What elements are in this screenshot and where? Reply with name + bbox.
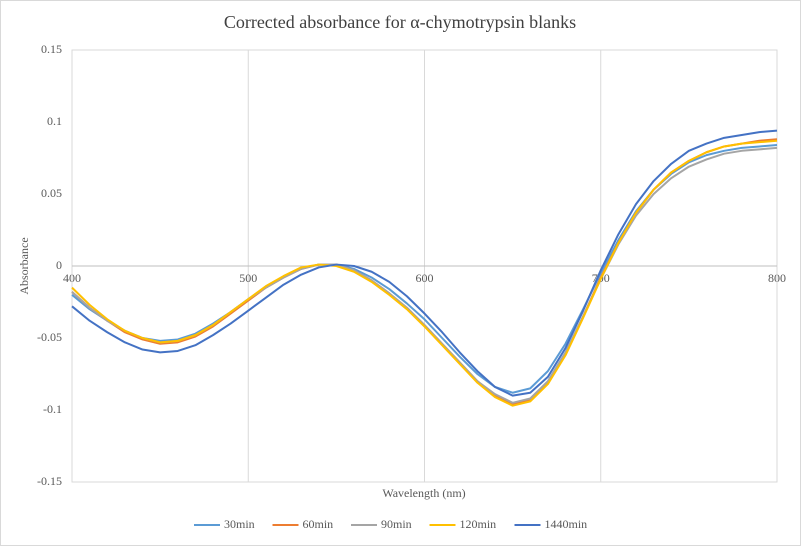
chart-title: Corrected absorbance for α-chymotrypsin … (224, 12, 576, 32)
legend-label: 60min (303, 517, 334, 531)
y-tick-label: 0.05 (41, 186, 62, 200)
series-line (71, 139, 778, 407)
y-axis-title: Absorbance (17, 237, 31, 294)
legend: 30min 60min 90min 120min 1440min (194, 517, 587, 531)
series-line (71, 129, 778, 397)
y-tick-label: -0.15 (37, 474, 62, 488)
x-tick-label: 500 (239, 271, 257, 285)
y-tick-label: -0.1 (43, 402, 62, 416)
legend-label: 1440min (545, 517, 588, 531)
legend-label: 30min (224, 517, 255, 531)
y-tick-label: 0.1 (47, 114, 62, 128)
y-tick-label: -0.05 (37, 330, 62, 344)
legend-label: 90min (381, 517, 412, 531)
x-tick-label: 600 (416, 271, 434, 285)
y-tick-label: 0.15 (41, 42, 62, 56)
x-axis-title: Wavelength (nm) (382, 486, 465, 500)
y-tick-label: 0 (56, 258, 62, 272)
legend-label: 120min (460, 517, 497, 531)
